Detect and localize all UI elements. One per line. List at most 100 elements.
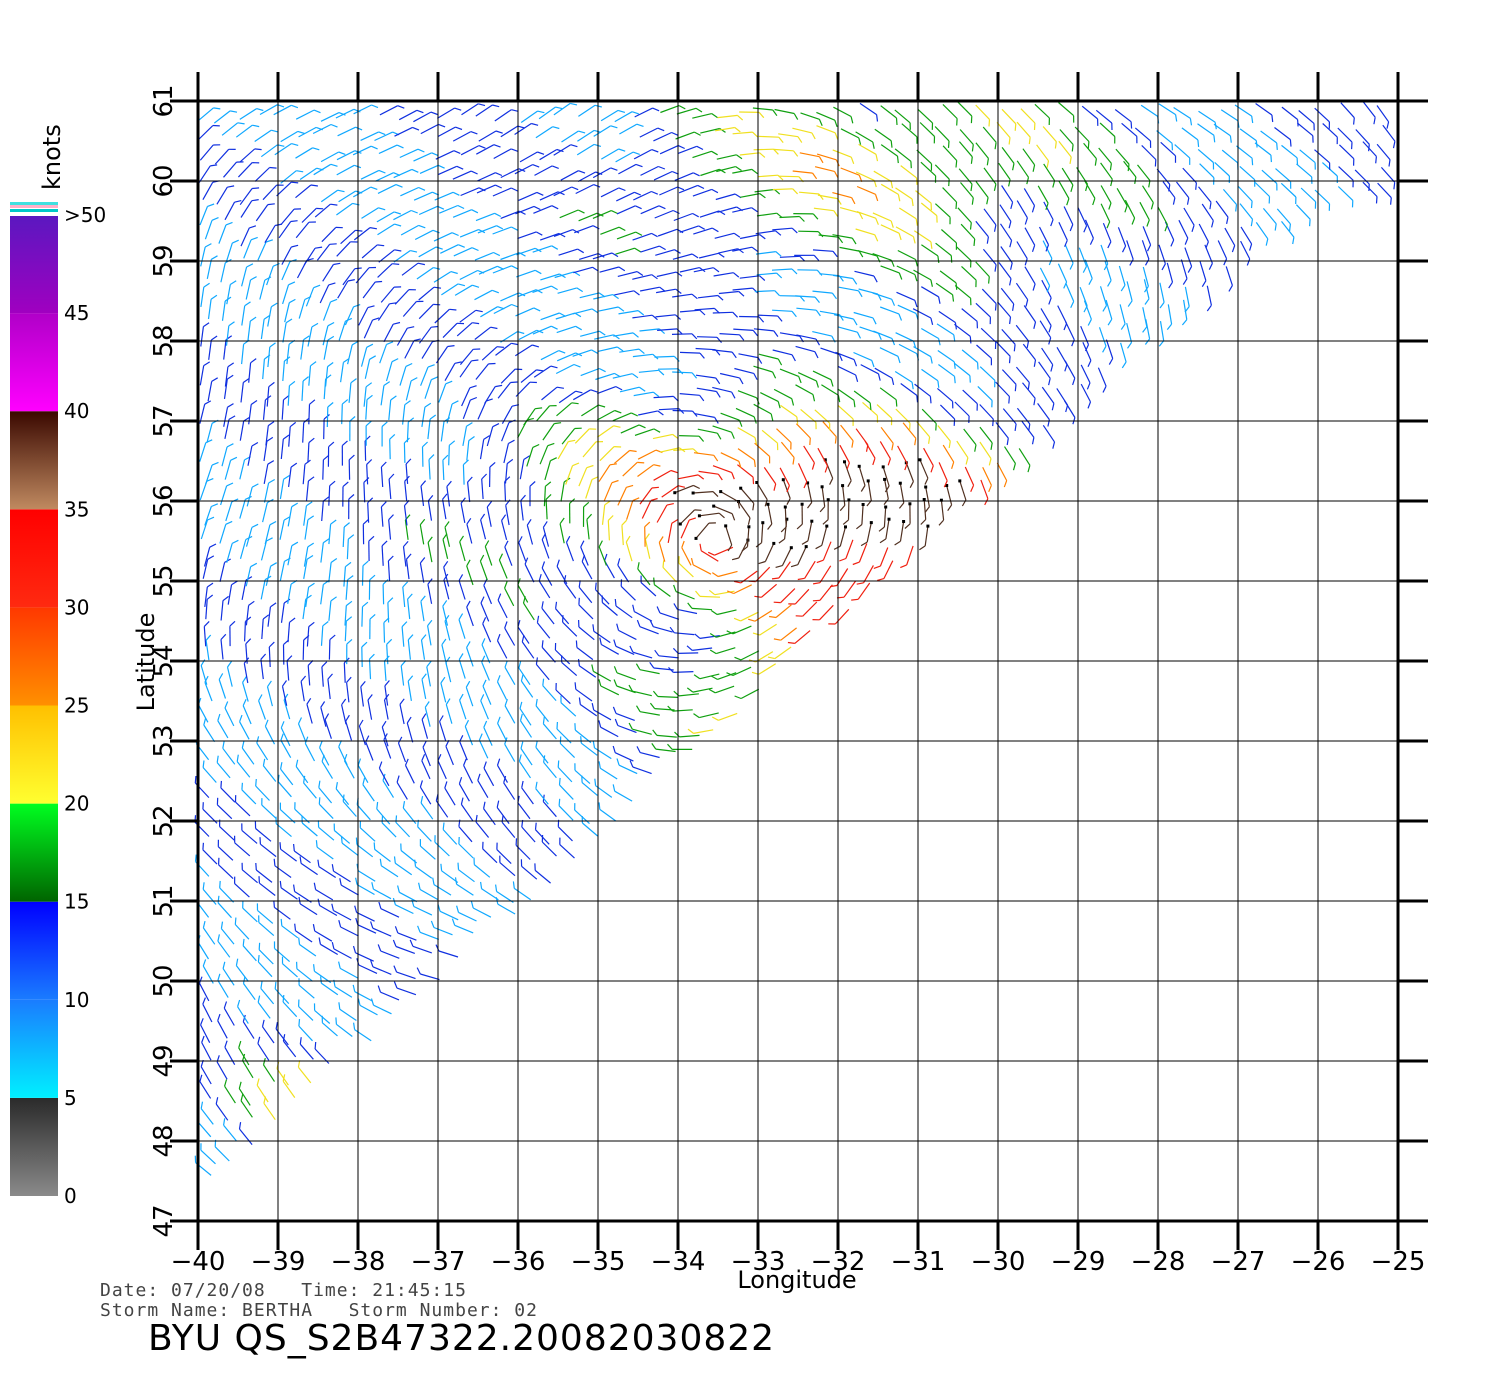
- wind-barb-flag: [610, 125, 618, 129]
- wind-barb: [938, 462, 948, 481]
- wind-barb: [561, 661, 578, 677]
- wind-barb: [778, 175, 799, 178]
- wind-barb: [778, 561, 791, 579]
- wind-barb: [459, 700, 467, 720]
- wind-barb: [1199, 261, 1207, 281]
- wind-barb-flag: [970, 156, 973, 164]
- wind-barb-flag: [1009, 316, 1012, 325]
- wind-barb: [256, 742, 269, 761]
- wind-barb: [718, 290, 739, 295]
- wind-barb-flag: [552, 126, 560, 130]
- wind-barb-flag: [298, 1019, 301, 1027]
- wind-barb: [207, 299, 212, 320]
- wind-barb: [372, 927, 392, 937]
- wind-barb-dot: [918, 458, 922, 462]
- wind-barb: [281, 246, 292, 265]
- wind-barb-flag: [1087, 401, 1092, 409]
- wind-barb-flag: [489, 461, 496, 468]
- wind-barb-flag: [598, 802, 601, 810]
- wind-barb-flag: [1045, 244, 1050, 252]
- wind-barb: [516, 247, 536, 256]
- wind-barb: [365, 399, 368, 420]
- wind-barb-flag: [598, 679, 602, 687]
- wind-barb: [1225, 266, 1233, 286]
- wind-barb-flag: [1229, 135, 1232, 143]
- wind-barb-flag: [1031, 437, 1035, 445]
- wind-barb: [258, 949, 274, 965]
- wind-barb-flag: [598, 720, 602, 728]
- wind-barb: [401, 626, 405, 647]
- wind-barb-flag: [365, 420, 372, 427]
- wind-barb: [237, 162, 253, 178]
- wind-barb-flag: [200, 659, 206, 666]
- colorbar-segment: [10, 509, 58, 608]
- wind-barb: [504, 481, 507, 502]
- wind-barb-flag: [898, 233, 902, 241]
- wind-barb: [1074, 126, 1090, 142]
- wind-barb-flag: [426, 660, 432, 668]
- wind-barb: [658, 542, 666, 562]
- wind-barb-flag: [1373, 117, 1376, 125]
- wind-barb-flag: [412, 126, 420, 131]
- wind-barb: [632, 690, 652, 697]
- wind-barb: [321, 501, 324, 522]
- wind-barb-flag: [1249, 243, 1253, 251]
- wind-barb: [799, 191, 820, 195]
- wind-barb: [356, 844, 374, 858]
- wind-barb-flag: [719, 128, 726, 133]
- wind-barb: [259, 882, 276, 896]
- wind-barb-flag: [1250, 219, 1254, 227]
- wind-barb: [427, 584, 433, 604]
- wind-barb: [295, 221, 310, 239]
- wind-barb-flag: [317, 898, 321, 906]
- wind-barb-flag: [381, 421, 388, 427]
- wind-barb: [458, 911, 477, 922]
- wind-barb: [363, 386, 367, 407]
- wind-barb-flag: [291, 502, 299, 508]
- wind-barb: [356, 911, 375, 922]
- wind-barb-flag: [708, 688, 716, 694]
- wind-barb-dot: [712, 504, 716, 508]
- wind-barb: [639, 127, 658, 138]
- wind-barb: [202, 927, 216, 945]
- product-title: BYU QS_S2B47322.20082030822: [148, 1318, 776, 1359]
- wind-barb: [218, 864, 234, 880]
- wind-barb: [318, 803, 334, 820]
- wind-barb-flag: [1184, 306, 1190, 313]
- wind-barb: [565, 542, 574, 562]
- wind-barb-flag: [480, 694, 485, 701]
- wind-barb: [260, 659, 264, 680]
- wind-barb: [220, 639, 224, 660]
- wind-barb: [596, 425, 615, 438]
- wind-barb-flag: [386, 638, 393, 645]
- longitude-tick-label: −26: [1291, 1247, 1346, 1277]
- wind-barb-flag: [373, 842, 376, 850]
- wind-barb-flag: [517, 331, 525, 335]
- wind-barb: [964, 466, 975, 486]
- wind-barb: [519, 708, 532, 726]
- wind-barb: [483, 767, 495, 787]
- wind-barb-flag: [629, 760, 634, 768]
- wind-barb-flag: [577, 209, 585, 214]
- wind-barb-flag: [755, 542, 762, 548]
- wind-barb-flag: [712, 491, 719, 498]
- wind-barb: [1314, 107, 1330, 123]
- wind-barb: [205, 464, 213, 485]
- wind-barb: [402, 404, 406, 425]
- wind-barb: [781, 547, 792, 566]
- wind-barb: [833, 106, 852, 118]
- wind-barb-flag: [198, 976, 203, 984]
- wind-barb-flag: [442, 493, 448, 500]
- wind-barb-flag: [699, 543, 702, 551]
- wind-barb: [556, 402, 573, 417]
- wind-barb: [615, 151, 634, 163]
- wind-barb-flag: [1158, 340, 1165, 347]
- wind-barb-flag: [237, 122, 245, 125]
- wind-barb: [519, 151, 538, 163]
- wind-barb: [434, 191, 454, 201]
- wind-barb: [980, 327, 997, 343]
- wind-barb-flag: [242, 378, 250, 383]
- wind-barb: [198, 125, 214, 140]
- wind-barb-flag: [346, 638, 353, 645]
- wind-barb: [383, 660, 387, 681]
